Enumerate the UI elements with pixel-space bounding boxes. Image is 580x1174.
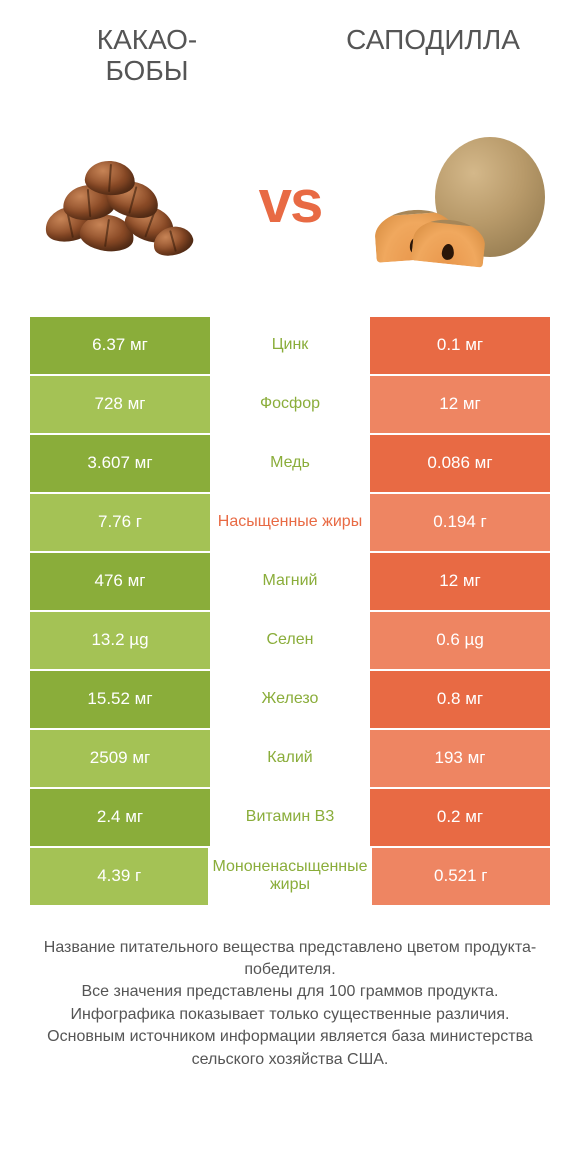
cell-right: 0.8 мг (370, 671, 550, 728)
cell-right: 193 мг (370, 730, 550, 787)
header: КАКАО-БОБЫ САПОДИЛЛА (0, 0, 580, 97)
cell-left: 476 мг (30, 553, 210, 610)
cell-mid: Витамин B3 (210, 789, 370, 846)
cell-left: 728 мг (30, 376, 210, 433)
table-row: 7.76 гНасыщенные жиры0.194 г (30, 494, 550, 551)
cell-mid: Насыщенные жиры (210, 494, 370, 551)
cell-mid: Магний (210, 553, 370, 610)
title-left: КАКАО-БОБЫ (30, 25, 264, 87)
footer-text: Название питательного вещества представл… (0, 907, 580, 1071)
table-row: 15.52 мгЖелезо0.8 мг (30, 671, 550, 728)
cell-right: 0.1 мг (370, 317, 550, 374)
table-row: 2509 мгКалий193 мг (30, 730, 550, 787)
cell-right: 0.2 мг (370, 789, 550, 846)
cell-mid: Мононенасыщенные жиры (208, 848, 371, 905)
cell-left: 4.39 г (30, 848, 208, 905)
cell-mid: Селен (210, 612, 370, 669)
table-row: 3.607 мгМедь0.086 мг (30, 435, 550, 492)
cell-left: 13.2 µg (30, 612, 210, 669)
table-row: 2.4 мгВитамин B30.2 мг (30, 789, 550, 846)
cell-left: 2509 мг (30, 730, 210, 787)
cell-left: 6.37 мг (30, 317, 210, 374)
table-row: 13.2 µgСелен0.6 µg (30, 612, 550, 669)
table-row: 6.37 мгЦинк0.1 мг (30, 317, 550, 374)
cell-right: 0.194 г (370, 494, 550, 551)
cell-right: 0.521 г (372, 848, 550, 905)
cell-mid: Медь (210, 435, 370, 492)
table-row: 728 мгФосфор12 мг (30, 376, 550, 433)
cell-mid: Цинк (210, 317, 370, 374)
cell-right: 12 мг (370, 376, 550, 433)
vs-row: vs (0, 97, 580, 317)
cell-left: 15.52 мг (30, 671, 210, 728)
comparison-table: 6.37 мгЦинк0.1 мг728 мгФосфор12 мг3.607 … (0, 317, 580, 905)
image-left (30, 127, 210, 277)
cell-right: 12 мг (370, 553, 550, 610)
sapodilla-icon (375, 132, 545, 272)
title-right: САПОДИЛЛА (316, 25, 550, 87)
cocoa-beans-icon (35, 147, 205, 257)
cell-mid: Калий (210, 730, 370, 787)
image-right (370, 127, 550, 277)
cell-mid: Железо (210, 671, 370, 728)
cell-mid: Фосфор (210, 376, 370, 433)
table-row: 4.39 гМононенасыщенные жиры0.521 г (30, 848, 550, 905)
vs-label: vs (259, 167, 322, 236)
cell-right: 0.086 мг (370, 435, 550, 492)
table-row: 476 мгМагний12 мг (30, 553, 550, 610)
cell-left: 3.607 мг (30, 435, 210, 492)
cell-right: 0.6 µg (370, 612, 550, 669)
cell-left: 2.4 мг (30, 789, 210, 846)
cell-left: 7.76 г (30, 494, 210, 551)
